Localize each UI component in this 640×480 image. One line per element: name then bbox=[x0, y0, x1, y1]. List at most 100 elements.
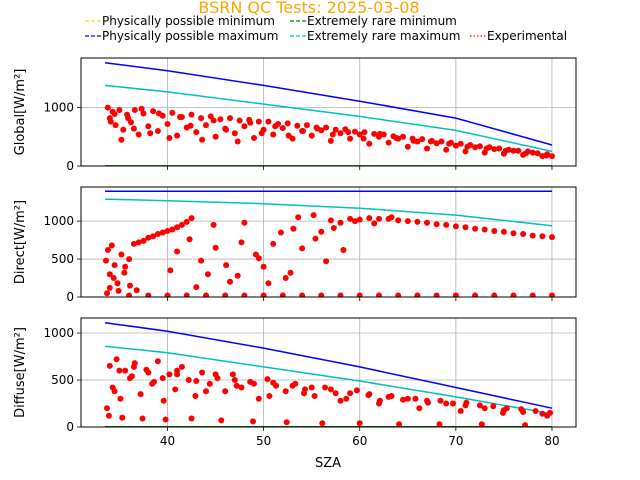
data-point bbox=[510, 292, 517, 297]
axes-frame bbox=[80, 186, 577, 298]
data-point bbox=[308, 132, 315, 139]
data-point bbox=[322, 384, 329, 391]
y-tick-label: 0 bbox=[66, 420, 74, 434]
data-point bbox=[130, 363, 137, 370]
data-point bbox=[122, 263, 129, 270]
plot-area bbox=[104, 321, 553, 427]
data-point bbox=[172, 386, 179, 393]
data-point bbox=[427, 138, 434, 145]
data-point bbox=[510, 147, 517, 154]
data-point bbox=[115, 287, 122, 294]
data-point bbox=[433, 140, 440, 147]
data-point bbox=[135, 239, 142, 246]
data-point bbox=[282, 388, 289, 395]
data-point bbox=[113, 356, 120, 363]
data-point bbox=[166, 135, 173, 141]
data-point bbox=[222, 292, 229, 297]
data-point bbox=[376, 400, 382, 407]
data-point bbox=[117, 395, 124, 402]
data-point bbox=[279, 125, 286, 132]
data-point bbox=[476, 143, 483, 150]
data-point bbox=[385, 139, 392, 146]
data-point bbox=[366, 215, 373, 222]
data-point bbox=[206, 380, 213, 387]
data-point bbox=[178, 363, 185, 370]
data-point bbox=[122, 367, 129, 374]
data-point bbox=[203, 388, 209, 395]
data-point bbox=[404, 218, 411, 225]
data-point bbox=[260, 263, 267, 270]
data-point bbox=[340, 247, 347, 253]
legend-label: Physically possible maximum bbox=[102, 29, 278, 43]
data-point bbox=[164, 228, 171, 234]
data-point bbox=[395, 292, 402, 297]
data-point bbox=[337, 397, 344, 404]
data-point bbox=[385, 393, 392, 400]
data-point bbox=[203, 292, 209, 297]
data-point bbox=[327, 386, 334, 393]
data-point bbox=[199, 369, 206, 376]
data-point bbox=[462, 402, 469, 409]
x-tick-label: 50 bbox=[256, 434, 271, 448]
data-point bbox=[199, 136, 206, 143]
data-point bbox=[193, 378, 200, 384]
data-point bbox=[437, 397, 444, 404]
data-point bbox=[212, 371, 219, 378]
limit-line bbox=[104, 345, 553, 415]
limit-line bbox=[104, 84, 553, 153]
panel-3: 40 50 60 70 80 0 500 1000 Diffuse[W/m²] bbox=[13, 317, 577, 448]
data-point bbox=[140, 237, 147, 244]
data-point bbox=[238, 384, 245, 391]
data-point bbox=[345, 129, 352, 136]
data-point bbox=[330, 225, 337, 231]
data-point bbox=[135, 131, 142, 138]
data-point bbox=[436, 421, 443, 427]
data-point bbox=[114, 280, 121, 287]
data-point bbox=[118, 136, 125, 143]
data-point bbox=[462, 148, 469, 155]
data-point bbox=[106, 362, 113, 369]
data-point bbox=[416, 405, 423, 412]
data-point bbox=[361, 129, 368, 136]
data-point bbox=[105, 412, 112, 419]
data-point bbox=[125, 115, 132, 122]
data-point bbox=[210, 117, 217, 124]
data-point bbox=[314, 125, 321, 132]
data-point bbox=[223, 262, 230, 269]
x-tick-label: 80 bbox=[544, 434, 559, 448]
data-point bbox=[543, 152, 550, 159]
data-point bbox=[133, 287, 140, 294]
data-point bbox=[212, 133, 219, 140]
data-point bbox=[376, 130, 383, 137]
data-point bbox=[178, 221, 185, 228]
data-point bbox=[520, 231, 527, 237]
data-point bbox=[265, 118, 272, 125]
data-point bbox=[145, 123, 152, 130]
data-point bbox=[118, 251, 125, 258]
data-point bbox=[255, 395, 262, 402]
data-point bbox=[145, 234, 152, 241]
data-point bbox=[116, 367, 123, 374]
data-point bbox=[154, 358, 161, 365]
data-point bbox=[169, 109, 176, 116]
data-point bbox=[287, 269, 294, 276]
data-point bbox=[366, 140, 373, 147]
data-point bbox=[523, 150, 529, 157]
data-point bbox=[327, 217, 334, 224]
data-point bbox=[183, 218, 190, 225]
data-point bbox=[539, 233, 546, 240]
data-point bbox=[151, 378, 157, 385]
x-tick-label: 60 bbox=[352, 434, 367, 448]
data-point bbox=[443, 400, 450, 407]
data-point bbox=[272, 123, 279, 130]
data-point bbox=[414, 218, 421, 225]
data-point bbox=[150, 233, 157, 240]
data-point bbox=[529, 149, 536, 156]
data-point bbox=[247, 119, 254, 126]
data-point bbox=[121, 269, 128, 276]
data-point bbox=[452, 223, 459, 230]
data-point bbox=[329, 131, 336, 138]
data-point bbox=[284, 120, 291, 127]
